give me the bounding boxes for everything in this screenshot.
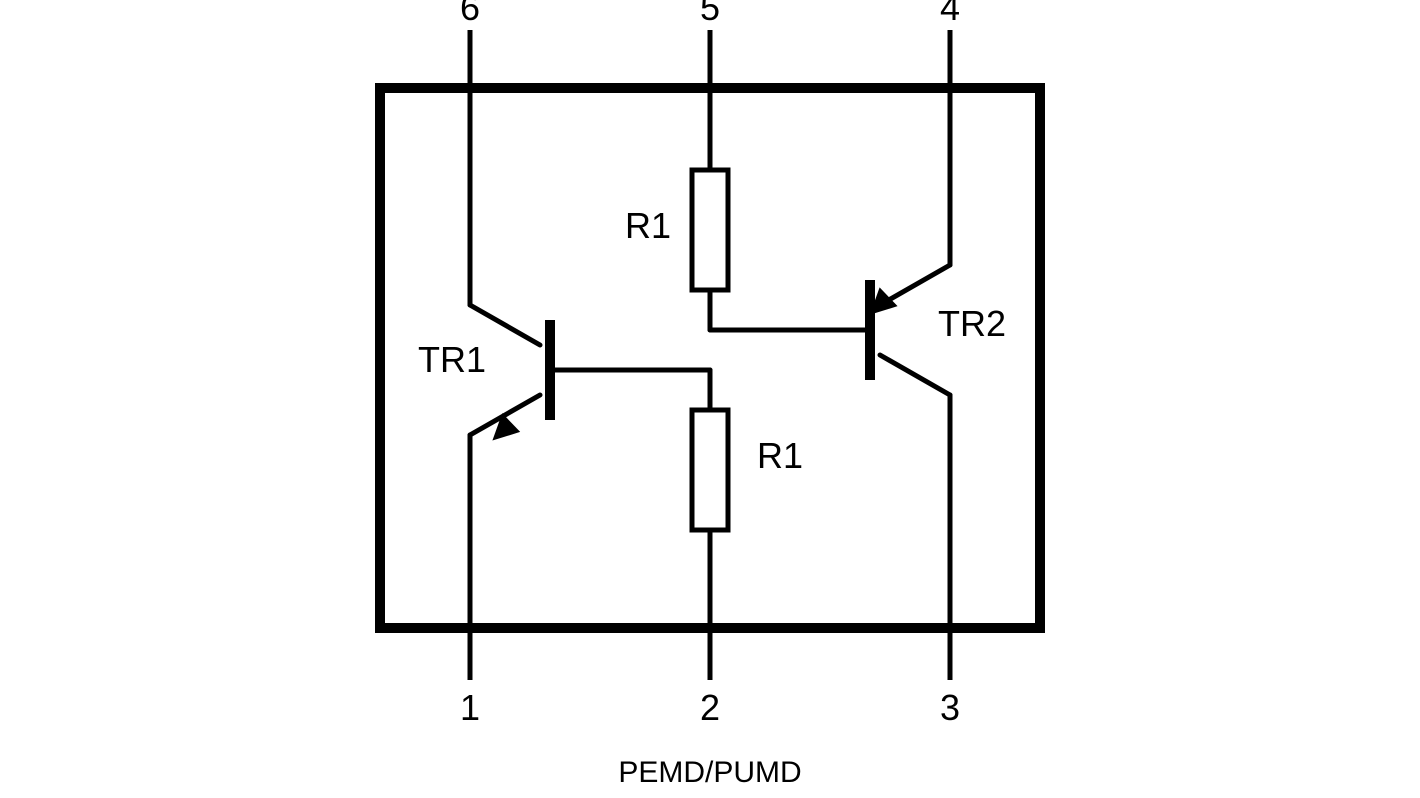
- pin-3-label: 3: [940, 687, 960, 728]
- resistor-R1_bot: [692, 410, 728, 530]
- resistor-R1_top-label: R1: [625, 205, 671, 246]
- circuit-diagram: 6 5 4 1 2 3 R1 R1 TR1 TR2 PEMD/PUMD: [0, 0, 1420, 798]
- pin-1-label: 1: [460, 687, 480, 728]
- resistor-R1_top: [692, 170, 728, 290]
- transistor-TR1-label: TR1: [418, 339, 486, 380]
- pin-6-label: 6: [460, 0, 480, 28]
- wire-tr2-collector: [880, 355, 950, 395]
- diagram-caption: PEMD/PUMD: [618, 756, 801, 789]
- pin-5-label: 5: [700, 0, 720, 28]
- resistor-R1_bot-label: R1: [757, 435, 803, 476]
- pin-2-label: 2: [700, 687, 720, 728]
- pin-4-label: 4: [940, 0, 960, 28]
- transistor-TR2-label: TR2: [938, 303, 1006, 344]
